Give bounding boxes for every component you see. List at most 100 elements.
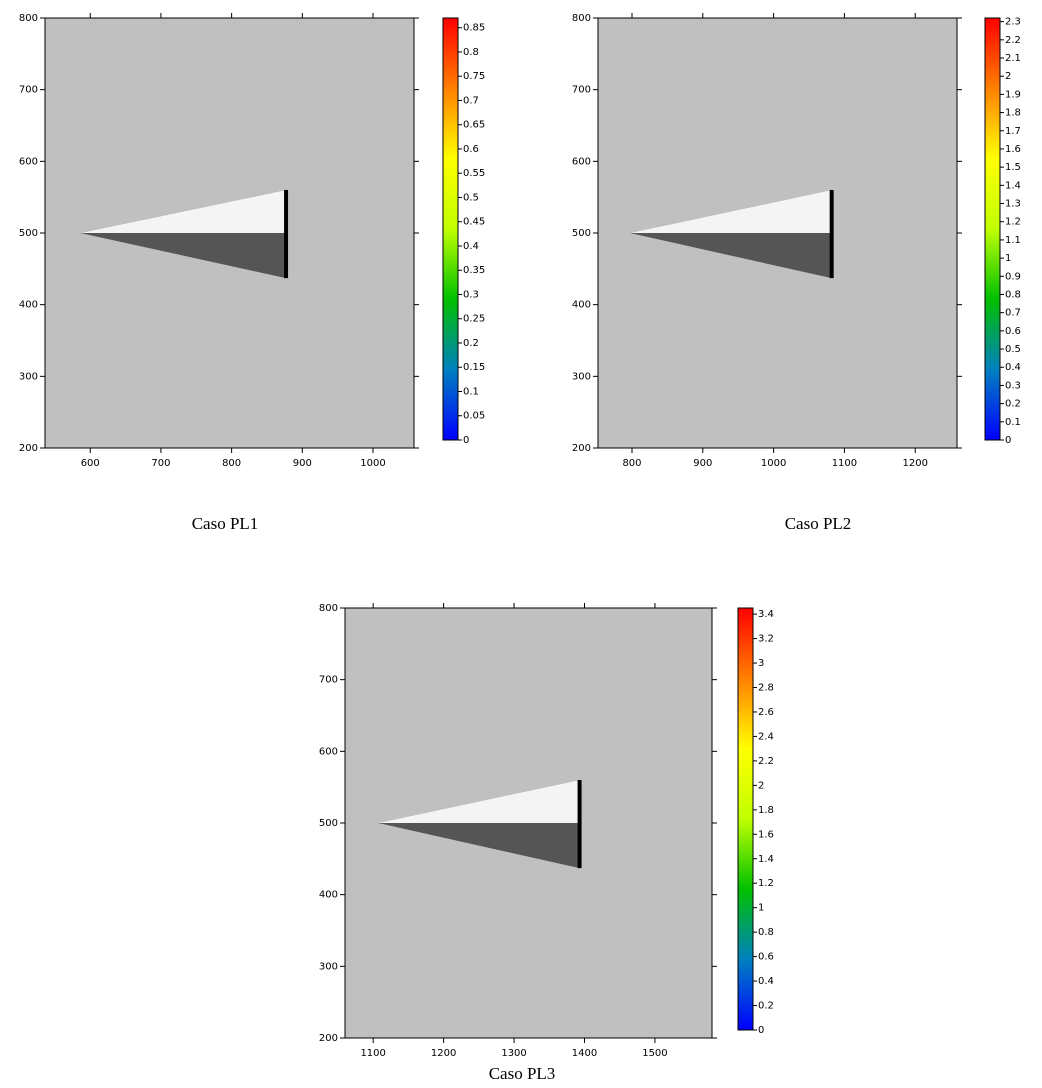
colorbar-tick-label: 1.5 xyxy=(1005,162,1021,173)
y-tick-label: 200 xyxy=(319,1033,338,1044)
y-tick-label: 200 xyxy=(19,443,38,454)
colorbar-tick-label: 1.4 xyxy=(758,854,774,865)
colorbar-tick-label: 1.8 xyxy=(1005,108,1021,119)
colorbar-tick-label: 0.65 xyxy=(463,120,485,131)
caption: Caso PL3 xyxy=(489,1064,556,1083)
y-tick-label: 300 xyxy=(572,371,591,382)
colorbar-tick-label: 2 xyxy=(1005,71,1011,82)
y-tick-label: 400 xyxy=(572,300,591,311)
colorbar-tick-label: 1.6 xyxy=(758,829,774,840)
x-tick-label: 700 xyxy=(151,458,170,469)
colorbar-tick-label: 1.6 xyxy=(1005,144,1021,155)
colorbar-tick-label: 3.2 xyxy=(758,634,774,645)
caption: Caso PL1 xyxy=(192,514,259,533)
colorbar-tick-label: 0 xyxy=(758,1025,764,1036)
colorbar-tick-label: 0.35 xyxy=(463,265,485,276)
colorbar-tick-label: 1.7 xyxy=(1005,126,1021,137)
x-tick-label: 1500 xyxy=(642,1048,667,1059)
colorbar-tick-label: 0.3 xyxy=(1005,380,1021,391)
x-tick-label: 900 xyxy=(293,458,312,469)
colorbar-tick-label: 1 xyxy=(758,903,764,914)
colorbar-tick-label: 0.75 xyxy=(463,71,485,82)
y-tick-label: 800 xyxy=(319,603,338,614)
colorbar-tick-label: 2.2 xyxy=(758,756,774,767)
x-tick-label: 800 xyxy=(622,458,641,469)
colorbar-tick-label: 3.4 xyxy=(758,609,774,620)
x-tick-label: 1100 xyxy=(832,458,857,469)
colorbar-tick-label: 0.2 xyxy=(1005,399,1021,410)
colorbar-tick-label: 0.6 xyxy=(463,144,479,155)
y-tick-label: 800 xyxy=(572,13,591,24)
colorbar-tick-label: 0.7 xyxy=(1005,308,1021,319)
y-tick-label: 500 xyxy=(319,818,338,829)
colorbar-tick-label: 0.15 xyxy=(463,362,485,373)
colorbar-tick-label: 0.9 xyxy=(1005,271,1021,282)
y-tick-label: 400 xyxy=(19,300,38,311)
colorbar-tick-label: 0.45 xyxy=(463,217,485,228)
colorbar-tick-label: 2 xyxy=(758,780,764,791)
colorbar-tick-label: 0.6 xyxy=(1005,326,1021,337)
colorbar-tick-label: 0.6 xyxy=(758,952,774,963)
colorbar-tick-label: 1.2 xyxy=(1005,217,1021,228)
x-tick-label: 1200 xyxy=(431,1048,456,1059)
x-tick-label: 600 xyxy=(81,458,100,469)
x-tick-label: 1000 xyxy=(360,458,385,469)
colorbar-tick-label: 1.9 xyxy=(1005,89,1021,100)
caption: Caso PL2 xyxy=(785,514,852,533)
colorbar-tick-label: 0.8 xyxy=(463,47,479,58)
y-tick-label: 300 xyxy=(19,371,38,382)
colorbar-tick-label: 0.4 xyxy=(1005,362,1021,373)
y-tick-label: 200 xyxy=(572,443,591,454)
colorbar-tick-label: 0.1 xyxy=(1005,417,1021,428)
x-tick-label: 800 xyxy=(222,458,241,469)
colorbar-tick-label: 0.2 xyxy=(758,1001,774,1012)
body-upper xyxy=(378,780,580,823)
colorbar-tick-label: 0.85 xyxy=(463,23,485,34)
x-tick-label: 1300 xyxy=(501,1048,526,1059)
y-tick-label: 600 xyxy=(319,746,338,757)
y-tick-label: 700 xyxy=(319,675,338,686)
colorbar-tick-label: 2.2 xyxy=(1005,35,1021,46)
x-tick-label: 900 xyxy=(693,458,712,469)
colorbar-tick-label: 2.3 xyxy=(1005,17,1021,28)
colorbar-tick-label: 0.8 xyxy=(758,927,774,938)
colorbar-tick-label: 3 xyxy=(758,658,764,669)
colorbar-tick-label: 0 xyxy=(463,435,469,446)
colorbar-tick-label: 0.1 xyxy=(463,386,479,397)
colorbar-tick-label: 0.7 xyxy=(463,95,479,106)
colorbar xyxy=(984,17,1001,441)
colorbar-tick-label: 0.25 xyxy=(463,314,485,325)
colorbar-tick-label: 2.8 xyxy=(758,683,774,694)
colorbar-tick-label: 0.8 xyxy=(1005,289,1021,300)
colorbar xyxy=(737,607,754,1031)
y-tick-label: 700 xyxy=(572,85,591,96)
colorbar-tick-label: 0.2 xyxy=(463,338,479,349)
x-tick-label: 1000 xyxy=(761,458,786,469)
colorbar-tick-label: 2.6 xyxy=(758,707,774,718)
colorbar xyxy=(442,17,459,441)
x-tick-label: 1100 xyxy=(360,1048,385,1059)
colorbar-tick-label: 0.05 xyxy=(463,411,485,422)
y-tick-label: 600 xyxy=(572,156,591,167)
colorbar-tick-label: 1.8 xyxy=(758,805,774,816)
y-tick-label: 800 xyxy=(19,13,38,24)
colorbar-tick-label: 0.5 xyxy=(1005,344,1021,355)
y-tick-label: 300 xyxy=(319,961,338,972)
colorbar-tick-label: 0.4 xyxy=(758,976,774,987)
colorbar-tick-label: 0.3 xyxy=(463,289,479,300)
colorbar-tick-label: 2.4 xyxy=(758,731,774,742)
y-tick-label: 600 xyxy=(19,156,38,167)
colorbar-tick-label: 1.1 xyxy=(1005,235,1021,246)
colorbar-tick-label: 1.3 xyxy=(1005,199,1021,210)
x-tick-label: 1200 xyxy=(902,458,927,469)
y-tick-label: 500 xyxy=(19,228,38,239)
body-upper xyxy=(629,190,832,233)
colorbar-tick-label: 1 xyxy=(1005,253,1011,264)
y-tick-label: 500 xyxy=(572,228,591,239)
colorbar-tick-label: 1.2 xyxy=(758,878,774,889)
colorbar-tick-label: 1.4 xyxy=(1005,180,1021,191)
colorbar-tick-label: 0.4 xyxy=(463,241,479,252)
y-tick-label: 400 xyxy=(319,890,338,901)
body-upper xyxy=(80,190,287,233)
colorbar-tick-label: 0.55 xyxy=(463,168,485,179)
